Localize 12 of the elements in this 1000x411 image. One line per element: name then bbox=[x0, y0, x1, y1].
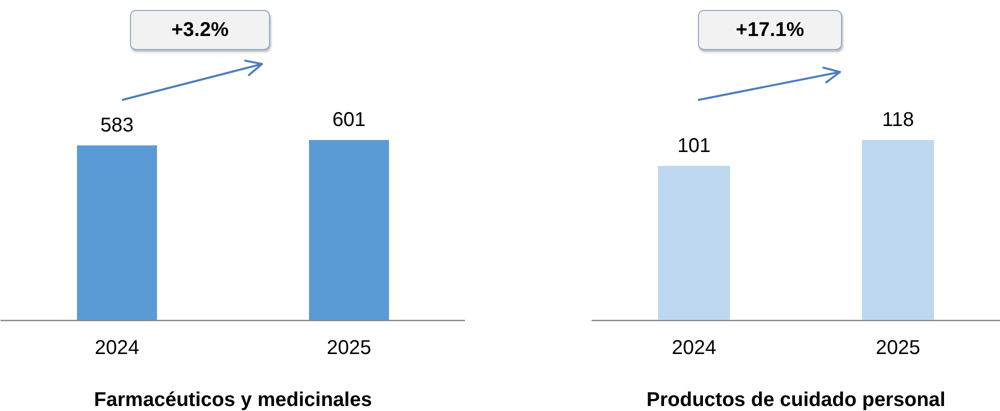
callout-box: +17.1% bbox=[698, 10, 842, 50]
data-label: 583 bbox=[100, 114, 134, 136]
x-tick-label: 2024 bbox=[94, 337, 140, 359]
x-axis-title: Farmacéuticos y medicinales bbox=[94, 389, 372, 411]
data-label: 101 bbox=[677, 134, 711, 157]
data-label: 601 bbox=[332, 109, 366, 131]
x-tick-label: 2024 bbox=[672, 337, 716, 359]
x-tick-label: 2025 bbox=[326, 337, 372, 359]
x-tick-label: 2025 bbox=[876, 337, 920, 359]
callout-box: +3.2% bbox=[130, 10, 270, 50]
x-axis-title: Productos de cuidado personal bbox=[646, 389, 946, 411]
data-label: 118 bbox=[882, 109, 914, 131]
